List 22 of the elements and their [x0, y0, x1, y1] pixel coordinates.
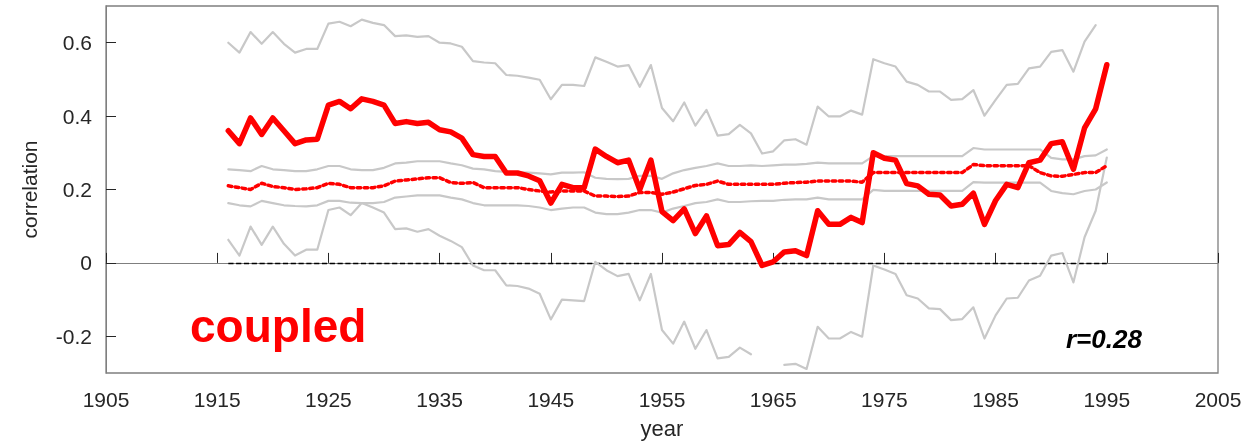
x-tick-label: 2005: [1194, 388, 1242, 411]
y-tick-label: 0.6: [62, 31, 92, 55]
annotation: r=0.28: [1066, 324, 1143, 354]
x-tick-label: 1975: [861, 388, 908, 411]
y-tick-label: -0.2: [55, 324, 92, 348]
text: coupled: [190, 300, 367, 352]
x-tick-label: 1905: [82, 388, 130, 411]
x-tick-label: 1965: [749, 388, 797, 411]
line-series: [227, 18, 1097, 155]
x-axis-title: year: [640, 415, 684, 441]
y-axis-title: correlation: [18, 140, 41, 239]
y-tick-label: 0.2: [62, 178, 92, 201]
line-series: [227, 146, 1108, 181]
x-tick-label: 1915: [193, 388, 241, 411]
y-tick-label: 0: [80, 251, 92, 275]
y-tick-label: 0.4: [62, 104, 93, 128]
x-tick-label: 1935: [416, 388, 463, 411]
x-tick-label: 1925: [305, 388, 352, 411]
x-tick-label: 1945: [527, 388, 575, 411]
x-tick-label: 1995: [1083, 388, 1131, 411]
x-tick-label: 1955: [638, 388, 686, 411]
x-tick-label: 1985: [972, 388, 1019, 411]
